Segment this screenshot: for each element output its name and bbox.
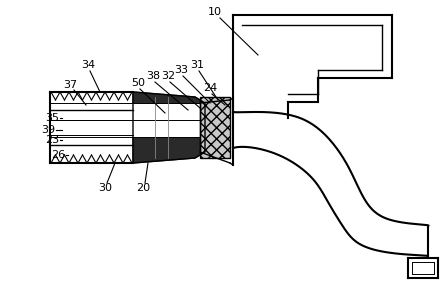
Text: 24: 24 xyxy=(203,83,217,93)
Bar xyxy=(200,97,230,158)
Text: 26: 26 xyxy=(51,150,65,160)
Text: 30: 30 xyxy=(98,183,112,193)
Text: 38: 38 xyxy=(146,71,160,81)
Text: 32: 32 xyxy=(161,71,175,81)
Text: 35: 35 xyxy=(45,113,59,123)
Text: 37: 37 xyxy=(63,80,77,90)
Text: 34: 34 xyxy=(81,60,95,70)
Polygon shape xyxy=(133,92,205,163)
Text: 39: 39 xyxy=(41,125,55,135)
Bar xyxy=(50,75,133,110)
Text: 50: 50 xyxy=(131,78,145,88)
Text: 10: 10 xyxy=(208,7,222,17)
Bar xyxy=(50,110,133,145)
Bar xyxy=(50,120,210,137)
Text: 31: 31 xyxy=(190,60,204,70)
Text: 20: 20 xyxy=(136,183,150,193)
Text: 23: 23 xyxy=(45,135,59,145)
Text: 33: 33 xyxy=(174,65,188,75)
Bar xyxy=(50,103,210,120)
